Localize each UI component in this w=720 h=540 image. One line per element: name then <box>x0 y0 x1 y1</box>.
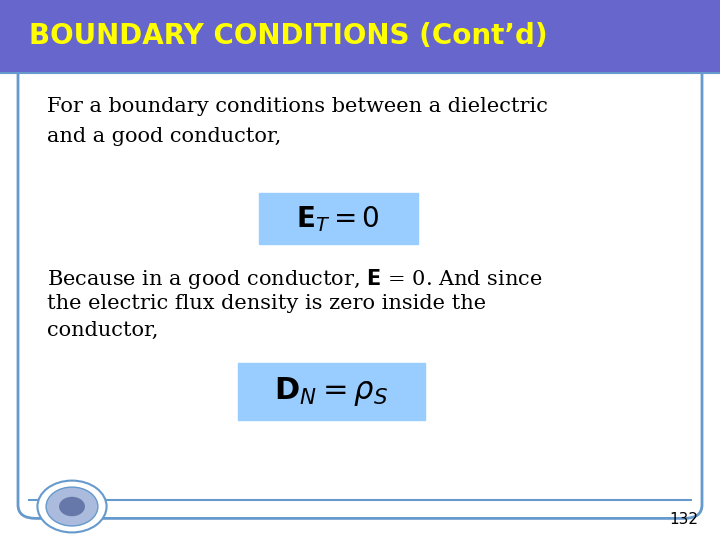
Text: 132: 132 <box>670 511 698 526</box>
Circle shape <box>59 497 85 516</box>
Text: Because in a good conductor, $\mathbf{E}$ = 0. And since: Because in a good conductor, $\mathbf{E}… <box>47 267 542 291</box>
Text: $\mathbf{E}_{T} = 0$: $\mathbf{E}_{T} = 0$ <box>297 204 380 234</box>
FancyBboxPatch shape <box>238 363 425 420</box>
Circle shape <box>46 487 98 526</box>
Text: conductor,: conductor, <box>47 321 158 340</box>
FancyBboxPatch shape <box>0 0 720 73</box>
FancyBboxPatch shape <box>259 193 418 244</box>
Text: BOUNDARY CONDITIONS (Cont’d): BOUNDARY CONDITIONS (Cont’d) <box>29 23 547 50</box>
Circle shape <box>37 481 107 532</box>
Text: $\mathbf{D}_{N} = \rho_{S}$: $\mathbf{D}_{N} = \rho_{S}$ <box>274 375 388 408</box>
FancyBboxPatch shape <box>18 57 702 518</box>
Text: For a boundary conditions between a dielectric
and a good conductor,: For a boundary conditions between a diel… <box>47 97 548 146</box>
Text: the electric flux density is zero inside the: the electric flux density is zero inside… <box>47 294 486 313</box>
